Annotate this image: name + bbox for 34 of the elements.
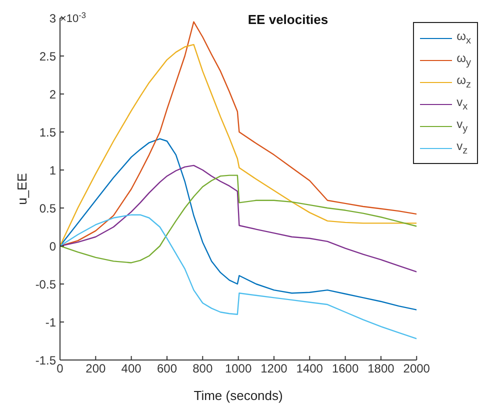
y-tick-label: -1 — [45, 315, 56, 330]
y-tick-label: 1 — [49, 163, 56, 178]
y-tick-label: 2 — [49, 87, 56, 102]
legend-label: v$_{x}$ — [456, 95, 468, 113]
y-tick-label: 0.5 — [39, 201, 56, 216]
line-series — [60, 164, 417, 272]
legend-label: v$_{y}$ — [456, 117, 468, 135]
y-tick-label: -0.5 — [35, 277, 56, 292]
line-series — [60, 174, 417, 264]
x-tick-label: 1200 — [260, 362, 288, 376]
x-tick-label: 1000 — [224, 362, 252, 376]
x-tick-label: 800 — [192, 362, 213, 376]
legend-label: ω$_{x}$ — [456, 29, 471, 47]
y-tick-label: 2.5 — [39, 49, 56, 64]
x-tick-label: 1800 — [368, 362, 395, 376]
x-tick-label: 2000 — [403, 362, 430, 376]
chart-title: EE velocities — [248, 12, 328, 27]
line-series — [60, 138, 417, 310]
y-tick-label: 0 — [49, 239, 56, 254]
x-tick-label: 200 — [86, 362, 106, 376]
y-tick-label: -1.5 — [35, 353, 56, 368]
legend-label: ω$_{z}$ — [456, 73, 471, 91]
legend-label: ω$_{y}$ — [456, 51, 471, 69]
y-tick-label: 1.5 — [39, 125, 56, 140]
y-tick-label: 3 — [49, 11, 56, 26]
x-tick-label: 1600 — [332, 362, 359, 376]
y-axis-title: u_EE — [14, 172, 30, 205]
x-tick-label: 1400 — [296, 362, 324, 376]
x-tick-label: 600 — [156, 362, 178, 376]
legend-label: v$_{z}$ — [456, 139, 468, 157]
x-axis-title: Time (seconds) — [194, 388, 283, 403]
x-tick-label: 400 — [121, 362, 142, 376]
line-series — [60, 214, 417, 340]
annotation: ×10$^{-3}$ — [60, 10, 86, 25]
